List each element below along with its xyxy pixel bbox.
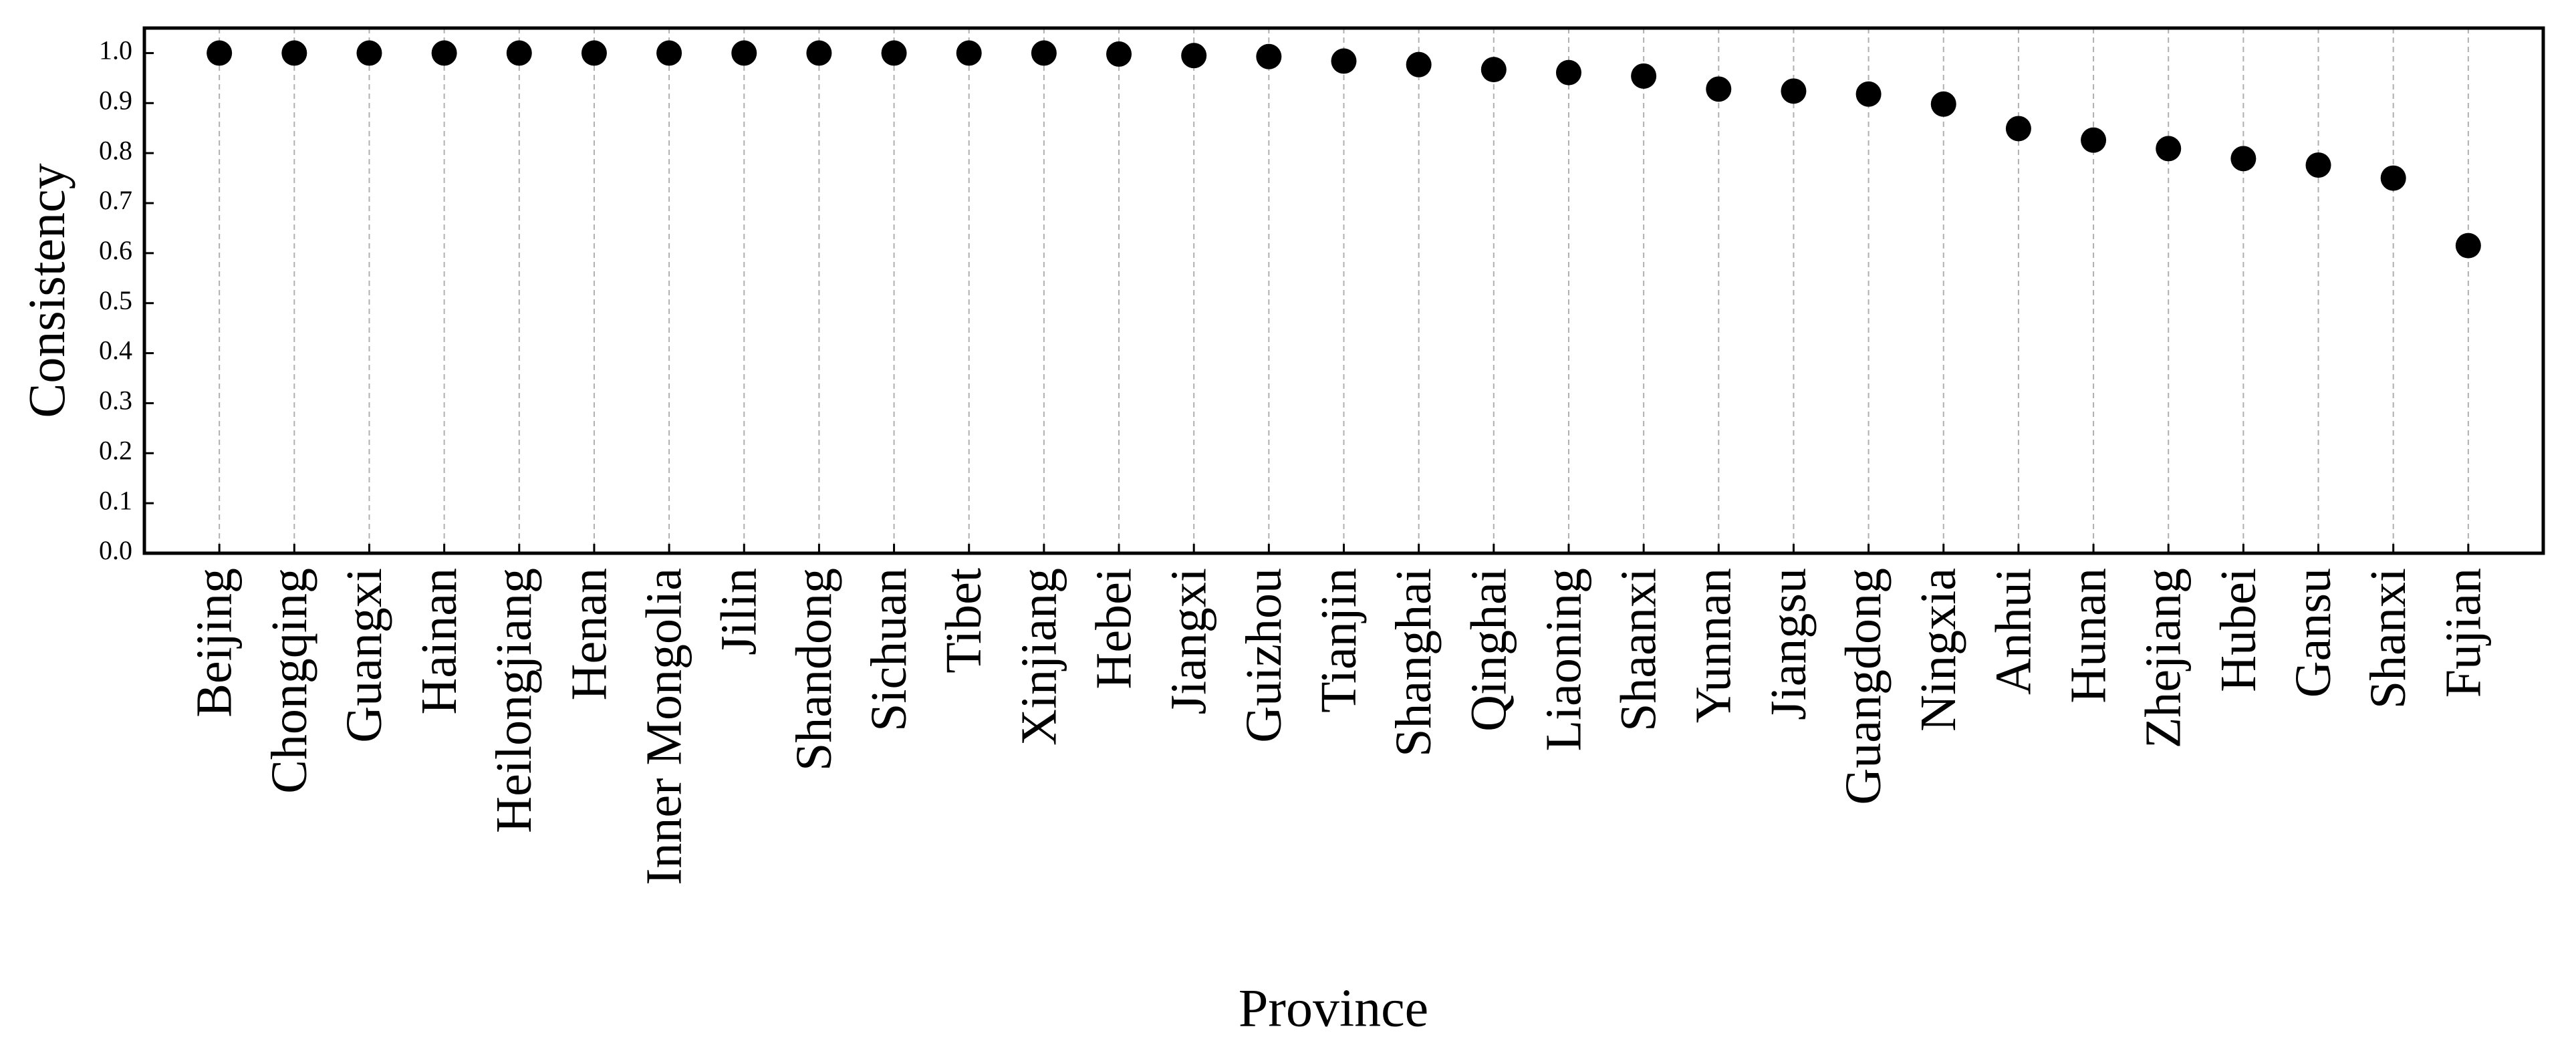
dot — [2156, 136, 2182, 162]
dot — [2081, 127, 2107, 153]
x-tick-label: Liaoning — [1535, 568, 1591, 751]
x-axis-label: Province — [1239, 979, 1428, 1038]
dot — [431, 40, 457, 66]
dot — [881, 40, 907, 66]
x-tick-label: Jilin — [711, 568, 767, 655]
y-tick-label: 0.6 — [99, 235, 132, 265]
y-tick-label: 0.7 — [99, 185, 132, 215]
x-tick-label: Qinghai — [1460, 568, 1517, 732]
dot — [1855, 81, 1882, 107]
dot — [356, 40, 382, 66]
y-tick-label: 0.0 — [99, 535, 132, 565]
dot — [2230, 146, 2257, 172]
dot — [281, 40, 307, 66]
x-tick-label: Beijing — [186, 568, 243, 718]
dot — [2455, 233, 2481, 259]
x-tick-label: Tibet — [936, 568, 992, 673]
dot — [2305, 152, 2331, 178]
x-tick-label: Hubei — [2210, 568, 2267, 692]
x-tick-label: Sichuan — [861, 568, 917, 732]
x-tick-label: Chongqing — [261, 568, 317, 794]
x-tick-label: Hunan — [2061, 568, 2117, 704]
y-axis-label: Consistency — [17, 163, 76, 418]
x-tick-label: Ningxia — [1910, 568, 1966, 732]
dot — [1781, 78, 1807, 104]
dot — [207, 40, 233, 66]
x-tick-label: Tianjin — [1311, 568, 1367, 713]
dot — [581, 40, 607, 66]
x-tick-label: Guangxi — [336, 568, 392, 743]
y-tick-label: 0.2 — [99, 435, 132, 465]
dot — [2005, 116, 2031, 142]
x-tick-label: Guangdong — [1835, 568, 1892, 805]
x-tick-label: Shanghai — [1386, 568, 1442, 757]
plot-frame — [142, 26, 2545, 555]
dot — [506, 40, 532, 66]
y-tick-label: 0.1 — [99, 485, 132, 515]
y-tick-label: 0.3 — [99, 386, 132, 416]
dot — [1631, 63, 1657, 89]
dot — [1406, 51, 1432, 78]
x-tick-label: Hainan — [411, 568, 467, 714]
dot — [1706, 76, 1732, 102]
dot — [1106, 41, 1132, 67]
y-tick-label: 0.8 — [99, 135, 132, 165]
dot — [1930, 91, 1956, 117]
x-tick-label: Yunnan — [1686, 568, 1742, 723]
dot — [1331, 48, 1357, 74]
dot — [1031, 40, 1057, 66]
dot — [656, 40, 682, 66]
x-tick-label: Shaanxi — [1611, 568, 1667, 732]
x-tick-label: Xinjiang — [1011, 568, 1067, 746]
dot — [731, 40, 757, 66]
x-tick-label: Henan — [561, 568, 617, 700]
dot — [1480, 57, 1507, 83]
dot — [2380, 165, 2406, 191]
y-tick-label: 1.0 — [99, 35, 132, 65]
y-tick-label: 0.4 — [99, 335, 132, 365]
x-tick-label: Jiangsu — [1761, 568, 1817, 720]
x-tick-label: Shandong — [786, 568, 842, 771]
dot — [1555, 59, 1581, 86]
dot — [1256, 43, 1282, 69]
x-tick-label: Hebei — [1085, 568, 1142, 689]
y-tick-label: 0.9 — [99, 85, 132, 115]
x-tick-label: Gansu — [2285, 568, 2341, 698]
dot — [956, 40, 982, 66]
x-tick-label: Heilongjiang — [486, 568, 542, 833]
x-tick-label: Fujian — [2435, 568, 2491, 698]
y-tick-label: 0.5 — [99, 285, 132, 315]
x-tick-label: Guizhou — [1236, 568, 1292, 743]
dot — [806, 40, 832, 66]
x-tick-label: Zhejiang — [2136, 568, 2192, 748]
x-tick-label: Jiangxi — [1161, 568, 1217, 715]
x-tick-label: Anhui — [1985, 568, 2041, 695]
x-tick-label: Inner Mongolia — [636, 568, 692, 885]
x-tick-label: Shanxi — [2360, 568, 2416, 709]
dot — [1181, 43, 1207, 69]
